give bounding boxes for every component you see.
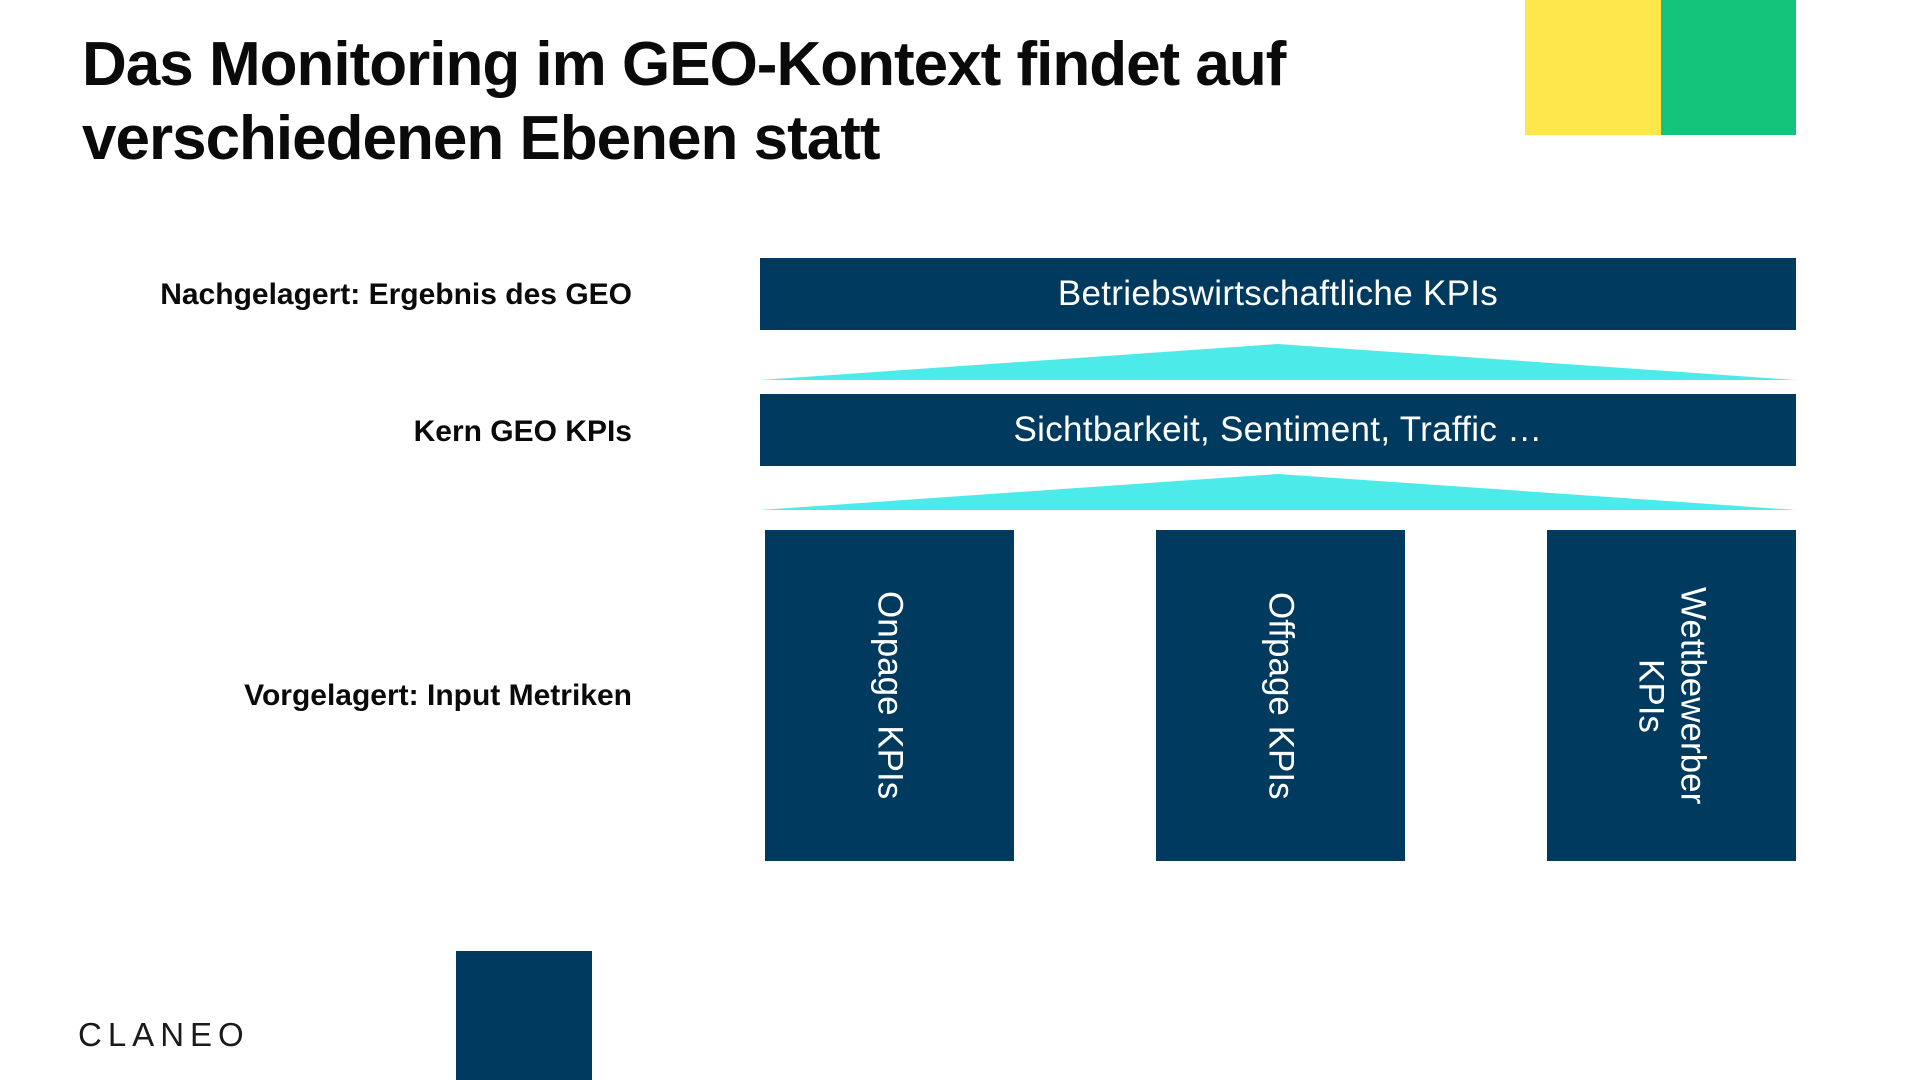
bar-business-kpis: Betriebswirtschaftliche KPIs — [760, 258, 1796, 330]
level-label-upstream: Vorgelagert: Input Metriken — [244, 679, 632, 712]
bar-core-kpis: Sichtbarkeit, Sentiment, Traffic … — [760, 394, 1796, 466]
pillar-offpage: Offpage KPIs — [1156, 530, 1405, 861]
pillar-offpage-label: Offpage KPIs — [1261, 591, 1301, 800]
wedge-lower-shape — [760, 474, 1796, 510]
pillar-onpage-label: Onpage KPIs — [870, 591, 910, 800]
level-label-core: Kern GEO KPIs — [413, 415, 632, 448]
bar-business-kpis-label: Betriebswirtschaftliche KPIs — [1057, 274, 1499, 313]
bar-core-kpis-label: Sichtbarkeit, Sentiment, Traffic … — [1013, 410, 1543, 449]
pillar-competitor-label: Wettbewerber KPIs — [1631, 586, 1713, 805]
claneo-logo: CLANEO — [78, 1016, 250, 1053]
wedge-upper-shape — [760, 344, 1796, 380]
decor-navy-block — [456, 951, 592, 1080]
wedge-upper — [760, 344, 1796, 380]
level-label-downstream: Nachgelagert: Ergebnis des GEO — [160, 278, 632, 311]
wedge-lower — [760, 474, 1796, 510]
page-title: Das Monitoring im GEO-Kontext findet auf… — [82, 30, 1286, 173]
pillar-onpage: Onpage KPIs — [765, 530, 1014, 861]
decor-yellow-block — [1525, 0, 1661, 135]
pillar-competitor: Wettbewerber KPIs — [1547, 530, 1796, 861]
decor-green-block — [1661, 0, 1796, 135]
